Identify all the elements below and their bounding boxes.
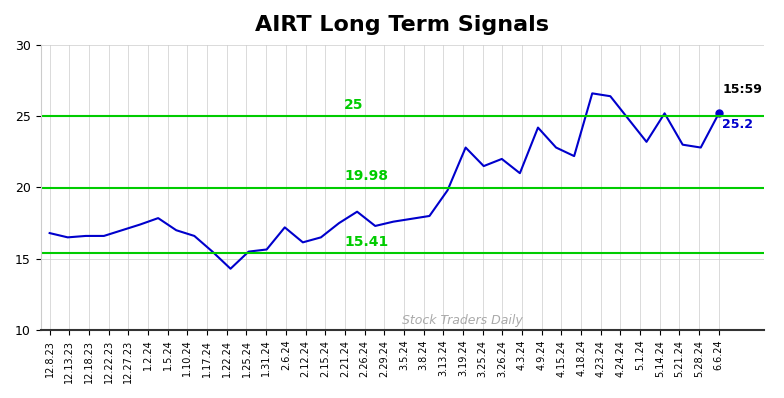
Text: 15.41: 15.41 xyxy=(344,234,388,249)
Text: 25: 25 xyxy=(344,98,364,112)
Title: AIRT Long Term Signals: AIRT Long Term Signals xyxy=(256,15,550,35)
Text: 19.98: 19.98 xyxy=(344,170,388,183)
Text: Stock Traders Daily: Stock Traders Daily xyxy=(402,314,523,327)
Text: 15:59: 15:59 xyxy=(723,83,762,96)
Text: 25.2: 25.2 xyxy=(723,117,753,131)
